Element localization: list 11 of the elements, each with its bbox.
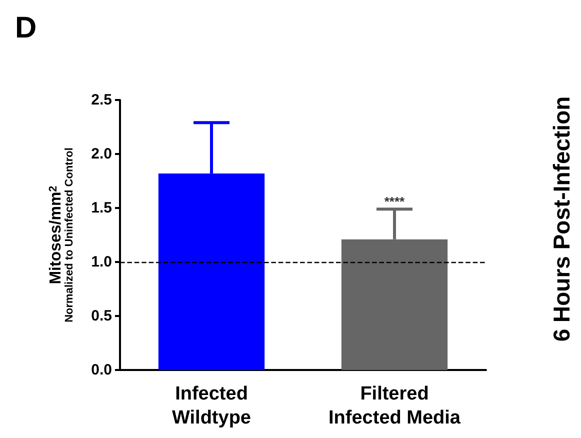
- text: 6 Hours Post-Infection: [548, 96, 574, 342]
- annotation: ****: [384, 194, 406, 210]
- y-tick-label: 0.0: [91, 362, 112, 378]
- y-tick-label: 2.0: [91, 146, 112, 162]
- y-tick-label: 0.5: [91, 308, 112, 324]
- x-tick-label: Filtered Infected Media: [328, 384, 461, 428]
- chart-title: D: [15, 12, 37, 44]
- y-tick-label: 1.0: [91, 254, 112, 270]
- x-tick-label: Infected Wildtype: [172, 384, 251, 428]
- y-tick-label: 2.5: [91, 92, 112, 108]
- y-tick-label: 1.5: [91, 200, 112, 216]
